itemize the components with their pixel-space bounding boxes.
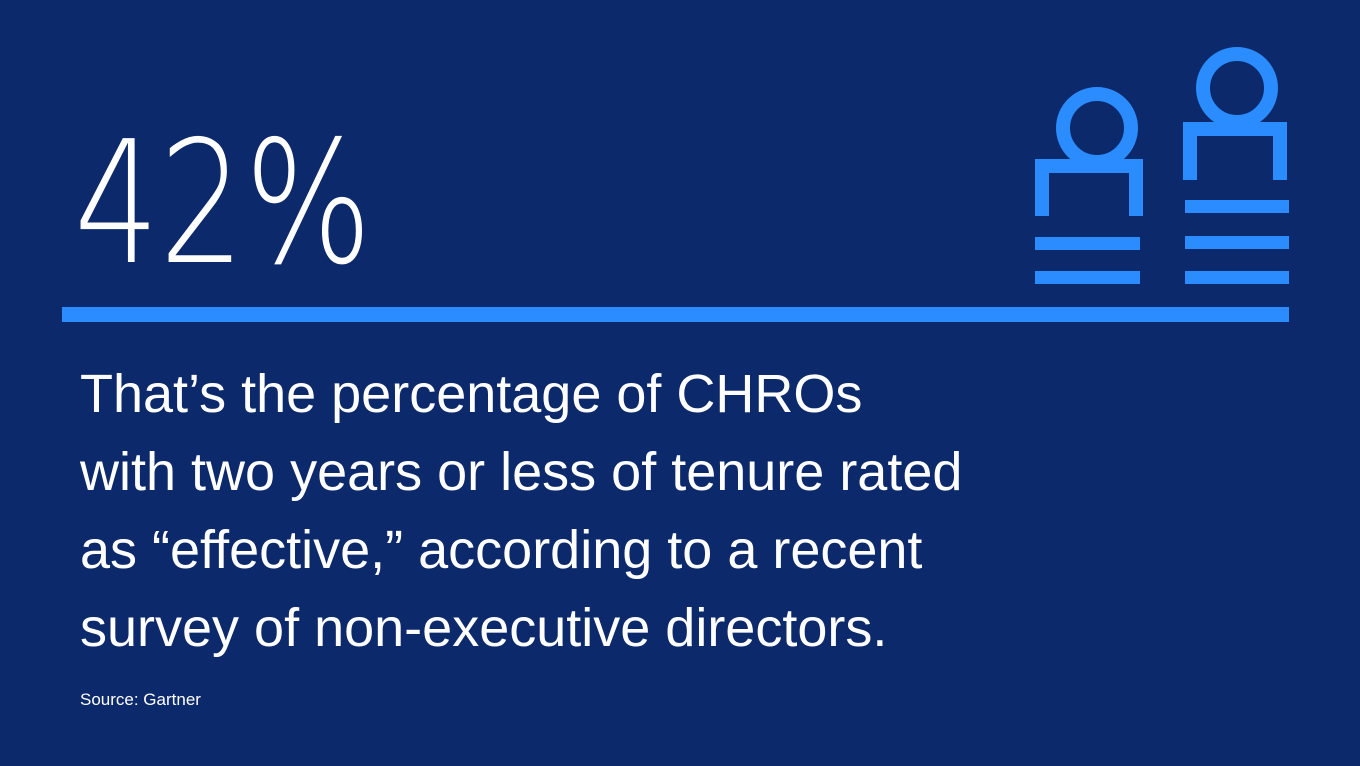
- icon-bar: [1185, 271, 1289, 284]
- icon-bar: [1185, 200, 1289, 213]
- description-line: That’s the percentage of CHROs: [80, 364, 862, 424]
- stat: 42%: [74, 105, 372, 303]
- source: Source: Gartner: [80, 690, 201, 709]
- icon-bar: [1035, 237, 1140, 250]
- description-line: survey of non-executive directors.: [80, 598, 887, 658]
- description-line: with two years or less of tenure rated: [79, 442, 962, 502]
- icon-body: [1035, 159, 1143, 216]
- divider: [62, 307, 1289, 322]
- description-line: as “effective,” according to a recent: [80, 520, 922, 580]
- icon-bar: [1035, 271, 1140, 284]
- icon-bar: [1185, 236, 1289, 249]
- icon-person-left: [1035, 87, 1143, 216]
- icon-body: [1183, 122, 1287, 180]
- icon-person-right: [1183, 47, 1287, 180]
